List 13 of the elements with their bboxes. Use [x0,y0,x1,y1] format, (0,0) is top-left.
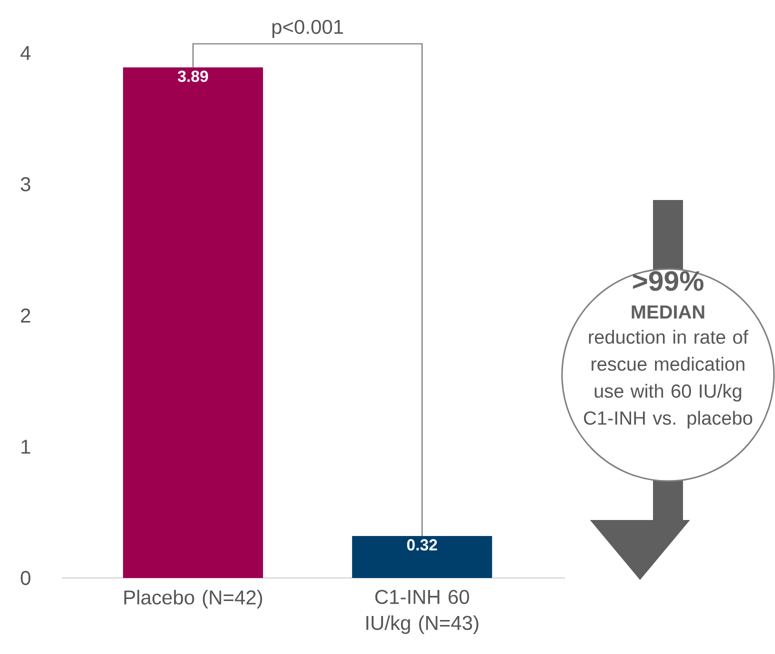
y-tick-label: 0 [20,570,30,586]
text: reduction in rate of rescue medication use with 60 IU/kg C1-INH vs. placebo [584,330,752,429]
text: p<0.001 [272,20,343,38]
x-tick-label: Placebo (N=42) [124,590,262,608]
data-label: 3.89 [178,70,208,82]
data-label: 0.32 [407,539,438,551]
text: MEDIAN [632,305,704,319]
y-tick-label: 3 [20,177,30,192]
x-tick-label: C1-INH 60 IU/kg (N=43) [366,590,478,634]
y-tick-label: 2 [21,308,30,322]
text: >99% [632,271,704,291]
y-tick-label: 4 [20,46,31,60]
y-tick-label: 1 [22,440,30,454]
